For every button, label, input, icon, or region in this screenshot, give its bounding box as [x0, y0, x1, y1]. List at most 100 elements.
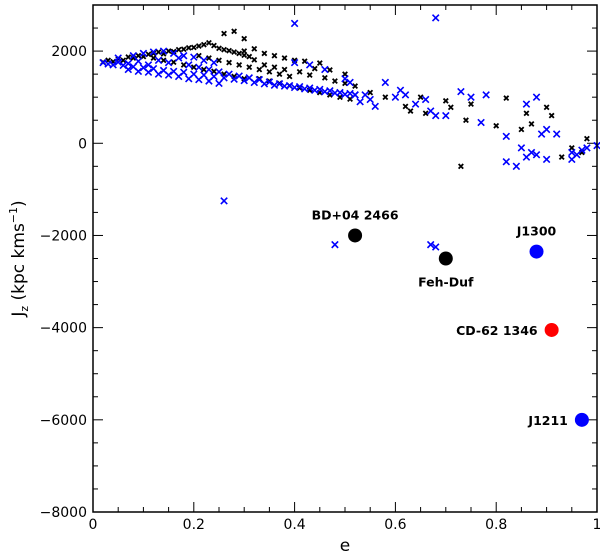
blue-cross-point: [426, 240, 435, 249]
blue-cross-point: [442, 111, 450, 120]
black-cross-point: [205, 55, 212, 61]
blue-cross-point: [351, 91, 359, 99]
black-cross-point: [241, 35, 248, 42]
blue-cross-point: [316, 85, 324, 94]
blue-cross-point: [205, 77, 213, 85]
blue-cross-point: [431, 14, 440, 22]
black-cross-point: [548, 112, 555, 119]
blue-cross-point: [578, 146, 586, 154]
black-cross-point: [251, 45, 258, 52]
highlighted-star-marker: [438, 251, 453, 266]
black-cross-point: [190, 44, 197, 51]
x-tick-label: 0.4: [283, 517, 305, 533]
tick-labels: 0 0.2 0.4 0.6 0.8 1 −8000 −6000 −4000 −2000 0 2000: [40, 44, 600, 533]
blue-cross-point: [184, 74, 193, 83]
black-cross-point: [367, 89, 374, 96]
axis-ticks: [92, 4, 598, 513]
black-cross-point: [316, 60, 323, 67]
blue-cross-point: [164, 58, 173, 67]
black-cross-point: [226, 59, 233, 66]
black-cross-point: [251, 56, 258, 63]
blue-cross-point: [164, 71, 173, 79]
highlighted-star-marker: [348, 228, 363, 243]
x-tick-label: 0.8: [485, 517, 507, 533]
highlighted-stars: BD+04 2466 Feh-Duf J1300 CD-62 1346 J1211: [312, 207, 589, 428]
blue-cross-point: [391, 93, 400, 101]
blue-cross-point: [517, 144, 526, 152]
blue-cross-point: [552, 130, 561, 138]
blue-cross-point: [260, 80, 269, 88]
black-cross-point: [281, 55, 288, 61]
x-axis-label: e: [340, 536, 350, 556]
blue-cross-point: [205, 65, 213, 74]
black-cross-point: [180, 46, 187, 53]
black-cross-point: [543, 104, 550, 111]
blue-cross-point: [421, 95, 430, 104]
black-cross-point: [216, 45, 222, 52]
blue-cross-point: [215, 79, 223, 88]
blue-cross-point: [401, 91, 410, 99]
black-cross-point: [558, 154, 565, 161]
black-cross-point: [261, 61, 268, 68]
blue-cross-point: [230, 75, 238, 83]
black-cross-point: [286, 73, 293, 80]
blue-cross-point: [341, 74, 349, 83]
blue-cross-point: [220, 197, 228, 205]
blue-cross-point: [381, 78, 390, 87]
blue-cross-point: [275, 80, 284, 88]
y-axis-label-subscript: z: [18, 306, 31, 312]
blue-cross-point: [431, 243, 440, 251]
black-cross-point: [246, 64, 253, 71]
y-axis-label: Jz (kpc kms−1): [7, 200, 31, 317]
blue-cross-point: [346, 89, 354, 98]
black-cross-point: [306, 72, 313, 78]
blue-cross-point: [270, 81, 279, 89]
blue-cross-point: [124, 65, 133, 74]
black-cross-point: [583, 135, 590, 142]
y-tick-label: 0: [78, 136, 87, 152]
highlighted-star-marker: [574, 412, 589, 427]
x-tick-label: 0.6: [384, 517, 406, 533]
black-cross-point: [165, 48, 172, 55]
blue-cross-point: [542, 125, 551, 134]
blue-cross-point: [532, 93, 541, 101]
plot-frame: [92, 4, 598, 513]
blue-cross-point: [467, 93, 475, 101]
black-cross-point: [231, 49, 238, 55]
y-axis-label-close: ): [9, 200, 29, 207]
blue-cross-point: [99, 58, 107, 67]
blue-cross-point: [305, 61, 314, 69]
black-cross-point: [457, 163, 464, 170]
blue-cross-point: [522, 100, 531, 108]
blue-cross-point: [144, 68, 153, 77]
blue-cross-point: [457, 87, 465, 96]
blue-cross-point: [482, 91, 490, 99]
highlighted-star-label: J1211: [527, 413, 567, 428]
black-cross-point: [221, 30, 227, 37]
blue-cross-point: [210, 58, 218, 67]
blue-cross-point: [305, 84, 314, 92]
blue-cross-point: [149, 48, 158, 56]
x-tick-label: 0.2: [183, 517, 205, 533]
blue-cross-point: [583, 144, 591, 152]
black-cross-point: [195, 52, 202, 59]
black-cross-point: [311, 65, 318, 72]
black-cross-point: [342, 71, 348, 78]
black-cross-point: [170, 48, 177, 55]
black-cross-point: [271, 52, 278, 59]
black-cross-point: [528, 120, 535, 127]
black-cross-point: [125, 54, 132, 61]
black-cross-point: [503, 95, 510, 102]
blue-cross-point: [295, 82, 304, 91]
black-cross-point: [205, 39, 212, 46]
black-cross-point: [180, 61, 187, 68]
black-cross-point: [200, 66, 207, 73]
blue-cross-point: [512, 162, 521, 171]
highlighted-star-label: BD+04 2466: [312, 207, 399, 222]
blue-cross-point: [290, 58, 299, 67]
blue-cross-point: [431, 111, 440, 120]
blue-cross-point: [114, 54, 122, 62]
blue-cross-point: [195, 75, 203, 84]
highlighted-star-label: Feh-Duf: [418, 275, 474, 290]
black-cross-point: [241, 48, 248, 55]
